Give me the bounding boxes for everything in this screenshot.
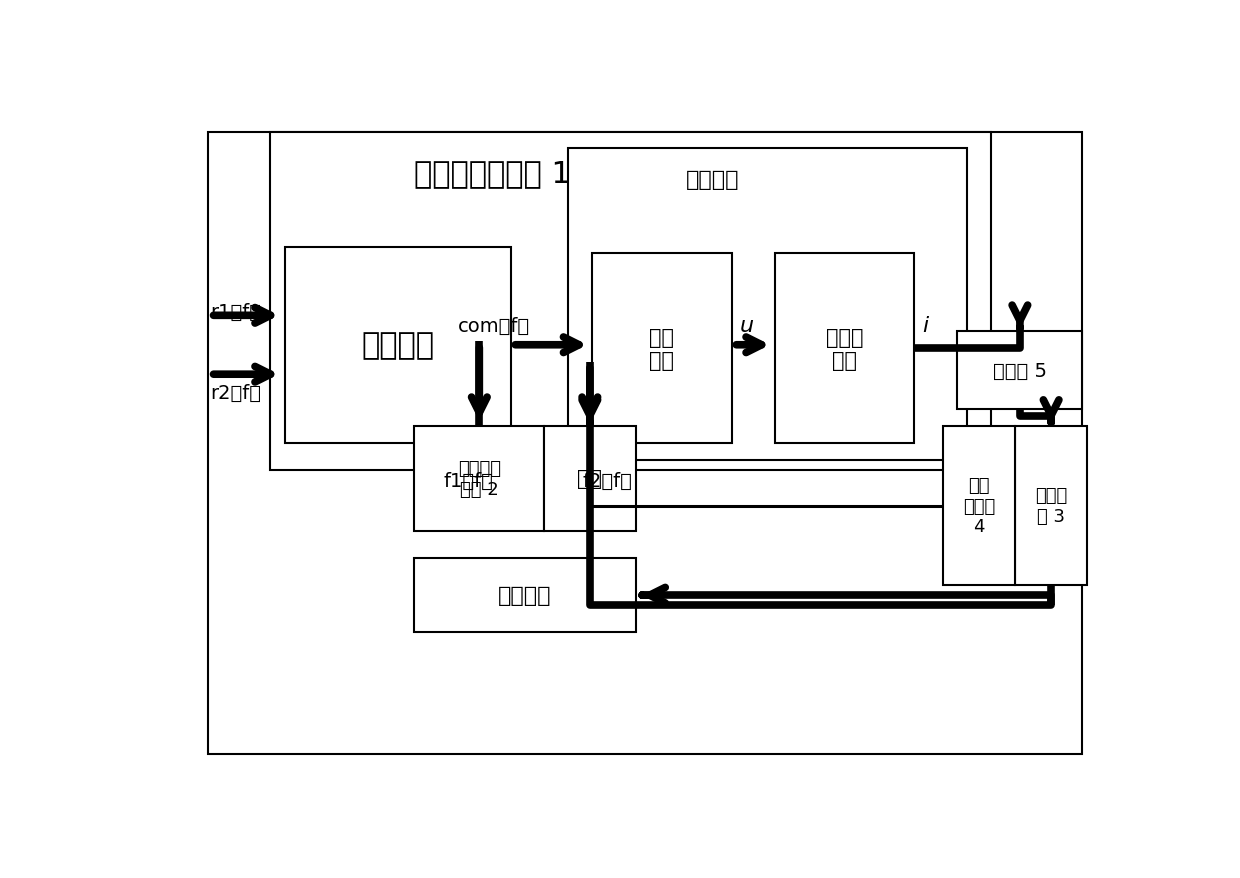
Text: 模拟模块: 模拟模块 [686,169,739,190]
Bar [285,248,511,443]
Bar [593,254,732,443]
Bar [957,332,1083,409]
Bar [1016,427,1087,586]
Text: 加速度传
感器 2: 加速度传 感器 2 [458,459,501,498]
Text: 位移
传感器
4: 位移 传感器 4 [963,476,996,536]
Text: 振动台面: 振动台面 [498,586,552,606]
Bar [414,427,544,531]
Text: u: u [739,315,754,335]
Text: 试件: 试件 [578,469,603,489]
Text: 液压油
缸 3: 液压油 缸 3 [1035,486,1068,525]
Text: com（f）: com（f） [458,316,529,335]
Bar [270,133,991,471]
Bar [568,149,967,460]
Text: i: i [921,315,928,335]
Text: 数字模块: 数字模块 [361,331,434,360]
Text: f2（f）: f2（f） [583,471,632,491]
Bar [775,254,914,443]
Text: r1（f）: r1（f） [211,303,262,321]
Bar [414,558,635,633]
Text: 电压转
电流: 电压转 电流 [826,327,863,371]
Text: 液压伺服控制器 1: 液压伺服控制器 1 [414,160,572,189]
Text: 伺服阀 5: 伺服阀 5 [993,361,1047,380]
Text: 调理
电路: 调理 电路 [650,327,675,371]
Text: f1（f）: f1（f） [444,471,494,491]
Text: r2（f）: r2（f） [211,384,262,403]
Bar [544,427,635,531]
Bar [942,427,1016,586]
